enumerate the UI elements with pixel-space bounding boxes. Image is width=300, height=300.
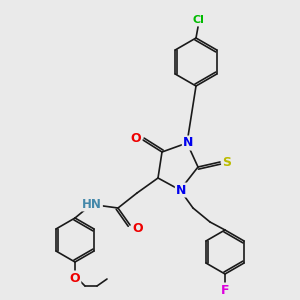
Text: Cl: Cl [192, 15, 204, 25]
Text: O: O [131, 133, 141, 146]
Text: N: N [183, 136, 193, 149]
Text: O: O [133, 223, 143, 236]
Text: S: S [223, 155, 232, 169]
Text: F: F [221, 284, 229, 296]
Text: HN: HN [82, 197, 102, 211]
Text: O: O [70, 272, 80, 284]
Text: N: N [176, 184, 186, 196]
